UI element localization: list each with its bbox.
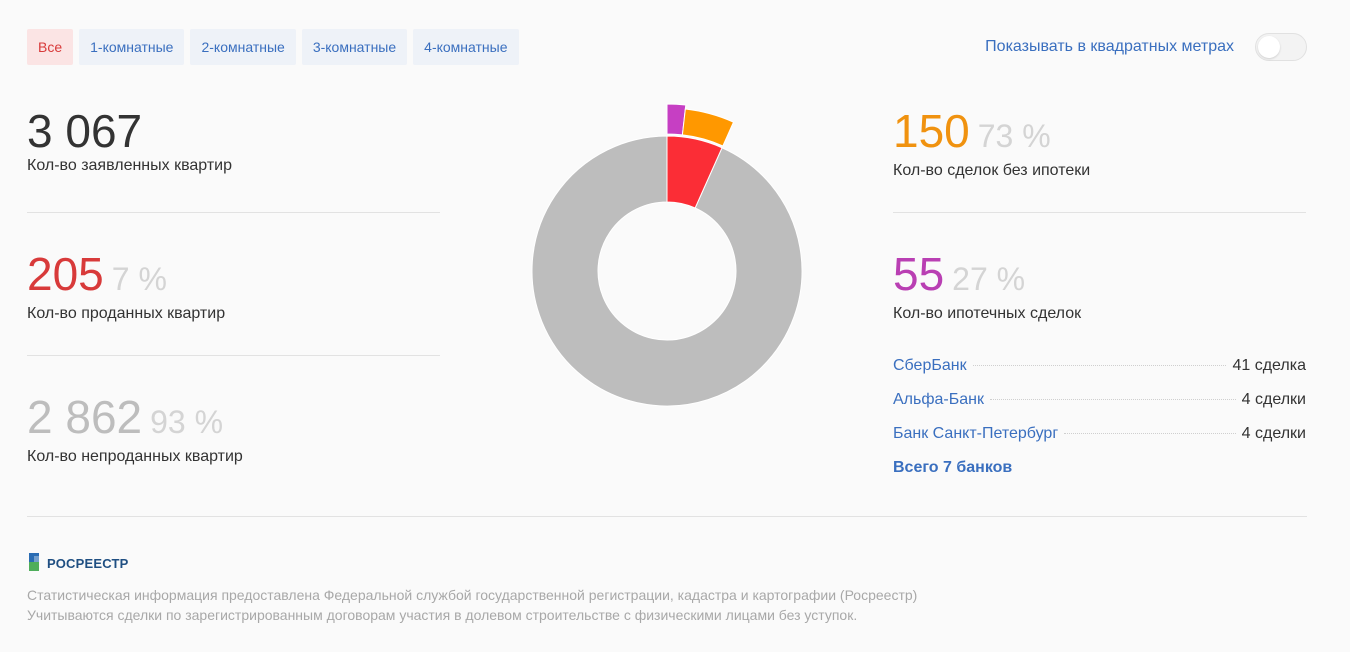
donut-slice-no-mortgage[interactable] bbox=[681, 108, 735, 147]
bank-name-link[interactable]: СберБанк bbox=[893, 357, 967, 374]
tab-2-room[interactable]: 2-комнатные bbox=[190, 29, 296, 65]
dotted-leader bbox=[989, 399, 1236, 400]
unsold-percent: 93 % bbox=[150, 404, 224, 440]
unsold-number-line: 2 862 93 % bbox=[27, 392, 441, 447]
tab-1-room[interactable]: 1-комнатные bbox=[79, 29, 185, 65]
logo-text: РОСРЕЕСТР bbox=[47, 555, 129, 571]
all-banks-link[interactable]: Всего 7 банков bbox=[893, 459, 1013, 476]
stat-mortgage: 55 27 % Кол-во ипотечных сделок bbox=[893, 249, 1307, 323]
footer-note-source: Статистическая информация предоставлена … bbox=[27, 587, 918, 603]
no-mortgage-value: 150 bbox=[893, 105, 970, 157]
square-meters-toggle-label[interactable]: Показывать в квадратных метрах bbox=[985, 38, 1234, 55]
donut-slice-sold[interactable] bbox=[666, 135, 723, 209]
sold-caption: Кол-во проданных квартир bbox=[27, 305, 226, 322]
dotted-leader bbox=[972, 365, 1227, 366]
no-mortgage-caption: Кол-во сделок без ипотеки bbox=[893, 162, 1091, 179]
bank-deal-count: 41 сделка bbox=[1232, 357, 1306, 374]
square-meters-toggle-group: Показывать в квадратных метрах bbox=[985, 33, 1307, 61]
tab-all[interactable]: Все bbox=[27, 29, 74, 65]
bank-row: СберБанк 41 сделка bbox=[893, 357, 1306, 375]
tab-4-room[interactable]: 4-комнатные bbox=[413, 29, 519, 65]
mortgage-value: 55 bbox=[893, 248, 945, 300]
footer-note-deals: Учитываются сделки по зарегистрированным… bbox=[27, 607, 858, 623]
declared-caption: Кол-во заявленных квартир bbox=[27, 157, 233, 174]
stat-declared: 3 067 Кол-во заявленных квартир bbox=[27, 106, 441, 175]
divider bbox=[27, 355, 440, 356]
sold-percent: 7 % bbox=[111, 261, 167, 297]
unsold-value: 2 862 bbox=[27, 391, 143, 443]
bank-row: Альфа-Банк 4 сделки bbox=[893, 391, 1306, 409]
stat-sold: 205 7 % Кол-во проданных квартир bbox=[27, 249, 441, 323]
bank-name-link[interactable]: Банк Санкт-Петербург bbox=[893, 425, 1059, 442]
divider bbox=[27, 212, 440, 213]
sold-number-line: 205 7 % bbox=[27, 249, 441, 304]
declared-value: 3 067 bbox=[27, 105, 143, 157]
dotted-leader bbox=[1064, 433, 1236, 434]
square-meters-toggle[interactable] bbox=[1255, 33, 1307, 61]
bank-deal-count: 4 сделки bbox=[1241, 425, 1306, 442]
room-filter-tabs: Все 1-комнатные 2-комнатные 3-комнатные … bbox=[27, 29, 519, 65]
no-mortgage-number-line: 150 73 % bbox=[893, 106, 1307, 161]
donut-slice-unsold[interactable] bbox=[531, 135, 803, 407]
bank-name-link[interactable]: Альфа-Банк bbox=[893, 391, 984, 408]
mortgage-percent: 27 % bbox=[952, 261, 1026, 297]
mortgage-number-line: 55 27 % bbox=[893, 249, 1307, 304]
stat-no-mortgage: 150 73 % Кол-во сделок без ипотеки bbox=[893, 106, 1307, 180]
mortgage-caption: Кол-во ипотечных сделок bbox=[893, 305, 1082, 322]
divider bbox=[893, 212, 1306, 213]
rosreestr-emblem-icon bbox=[29, 553, 39, 571]
unsold-caption: Кол-во непроданных квартир bbox=[27, 448, 243, 465]
bank-row: Банк Санкт-Петербург 4 сделки bbox=[893, 425, 1306, 443]
sold-value: 205 bbox=[27, 248, 104, 300]
sales-donut-chart bbox=[531, 103, 803, 407]
rosreestr-logo: РОСРЕЕСТР bbox=[27, 551, 129, 575]
no-mortgage-percent: 73 % bbox=[977, 118, 1051, 154]
tab-3-room[interactable]: 3-комнатные bbox=[301, 29, 408, 65]
toggle-knob bbox=[1258, 36, 1280, 58]
bank-deal-count: 4 сделки bbox=[1241, 391, 1306, 408]
footer-divider bbox=[27, 516, 1307, 517]
stat-unsold: 2 862 93 % Кол-во непроданных квартир bbox=[27, 392, 441, 466]
